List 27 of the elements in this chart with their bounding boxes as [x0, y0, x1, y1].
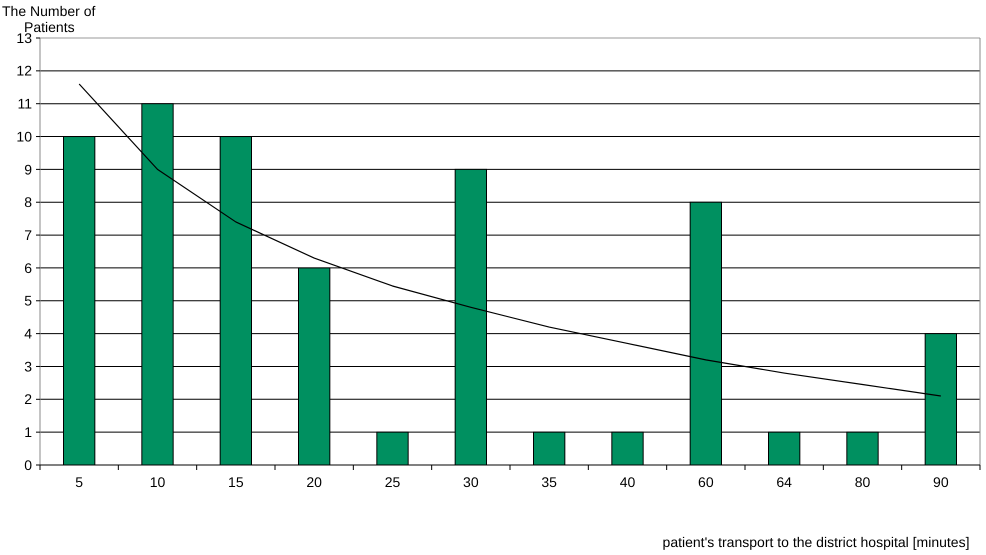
x-tick-label: 80 — [854, 474, 870, 490]
x-tick-label: 20 — [306, 474, 322, 490]
y-tick-label: 0 — [24, 456, 32, 473]
y-tick-label: 10 — [16, 128, 32, 144]
y-tick-label: 4 — [24, 326, 32, 342]
x-axis-title: patient's transport to the district hospital [minutes] — [662, 534, 970, 550]
y-tick-label: 5 — [24, 292, 32, 309]
x-tick-label: 15 — [228, 474, 244, 490]
y-tick-label: 9 — [24, 161, 32, 178]
x-tick-label: 30 — [463, 474, 479, 490]
y-tick-label: 7 — [24, 226, 32, 243]
x-tick-label: 35 — [541, 474, 558, 490]
y-tick-label: 13 — [16, 30, 32, 46]
x-tick-label: 60 — [698, 474, 714, 490]
y-tick-label: 6 — [24, 260, 32, 276]
y-tick-label: 2 — [24, 391, 32, 408]
y-tick-label: 8 — [24, 194, 32, 210]
x-tick-label: 5 — [75, 474, 84, 490]
y-tick-label: 12 — [16, 62, 32, 79]
y-tick-label: 1 — [24, 424, 32, 440]
y-tick-label: 3 — [24, 358, 32, 374]
x-tick-label: 64 — [776, 474, 792, 490]
x-tick-label: 90 — [933, 474, 949, 490]
x-tick-label: 25 — [384, 474, 400, 490]
x-tick-label: 10 — [150, 474, 166, 490]
y-tick-label: 11 — [17, 96, 32, 112]
x-tick-label: 40 — [620, 474, 636, 490]
